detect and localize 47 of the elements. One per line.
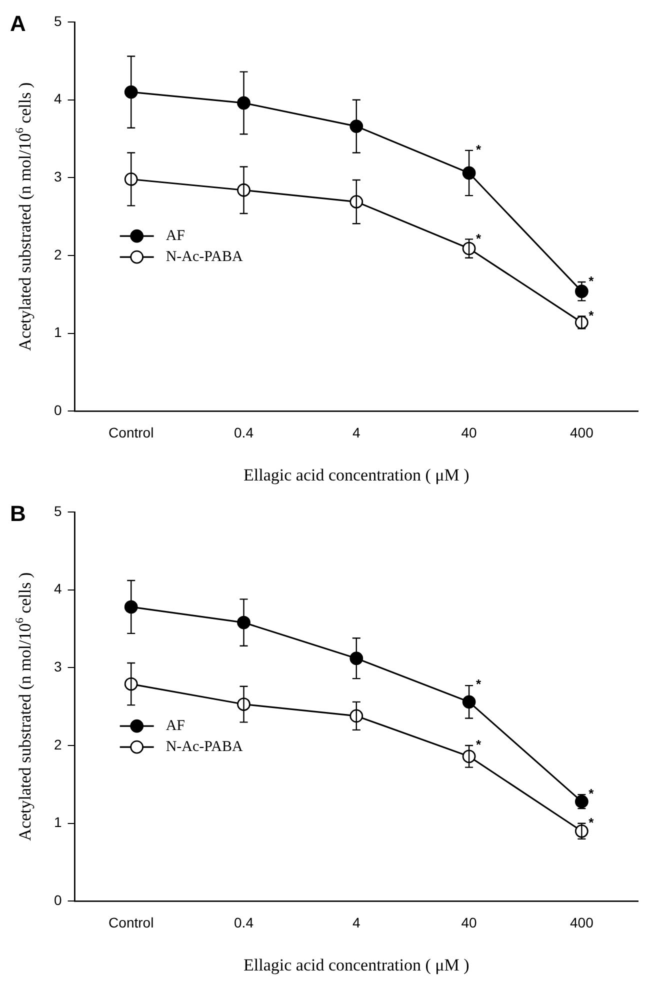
- x-tick-label: 0.4: [234, 424, 254, 440]
- legend-label: AF: [166, 718, 186, 734]
- y-tick-label: 2: [54, 736, 62, 752]
- legend-label: N-Ac-PABA: [166, 248, 243, 265]
- legend-label: AF: [166, 228, 186, 244]
- annotation: *: [476, 676, 482, 692]
- x-tick-label: 400: [570, 424, 594, 440]
- y-axis-title: Acetylated substrated (n mol/106 cells ): [14, 572, 34, 841]
- x-axis-title: Ellagic acid concentration ( μM ): [244, 465, 470, 484]
- point: [350, 652, 364, 666]
- x-tick-label: Control: [108, 914, 154, 930]
- legend-label: N-Ac-PABA: [166, 738, 243, 755]
- chart-title: A: [10, 11, 26, 36]
- annotation: *: [588, 786, 595, 802]
- y-axis-title: Acetylated substrated (n mol/106 cells ): [14, 82, 34, 351]
- y-tick-label: 0: [54, 892, 62, 908]
- x-tick-label: Control: [108, 424, 154, 440]
- point: [124, 600, 138, 614]
- x-tick-label: 0.4: [234, 914, 254, 930]
- annotation: *: [476, 230, 482, 246]
- y-tick-label: 1: [54, 324, 62, 340]
- y-tick-label: 3: [54, 168, 62, 185]
- y-tick-label: 1: [54, 814, 62, 830]
- y-tick-label: 2: [54, 246, 62, 262]
- x-axis-title: Ellagic acid concentration ( μM ): [244, 955, 470, 974]
- annotation: *: [476, 737, 482, 752]
- annotation: *: [588, 274, 595, 289]
- y-tick-label: 4: [54, 580, 62, 597]
- point: [462, 695, 476, 709]
- y-tick-label: 0: [54, 402, 62, 418]
- annotation: *: [588, 814, 595, 830]
- x-tick-label: 400: [570, 914, 594, 930]
- point: [350, 120, 364, 134]
- x-tick-label: 40: [461, 424, 478, 440]
- annotation: *: [588, 308, 595, 323]
- y-tick-label: 5: [54, 502, 62, 519]
- x-tick-label: 4: [352, 424, 360, 440]
- point: [462, 166, 476, 180]
- y-tick-label: 4: [54, 90, 62, 107]
- x-tick-label: 4: [352, 914, 360, 930]
- x-tick-label: 40: [461, 914, 478, 930]
- point: [124, 85, 138, 99]
- point: [574, 316, 588, 330]
- y-tick-label: 5: [54, 12, 62, 29]
- chart-title: B: [10, 501, 26, 526]
- y-tick-label: 3: [54, 658, 62, 675]
- annotation: *: [476, 142, 482, 158]
